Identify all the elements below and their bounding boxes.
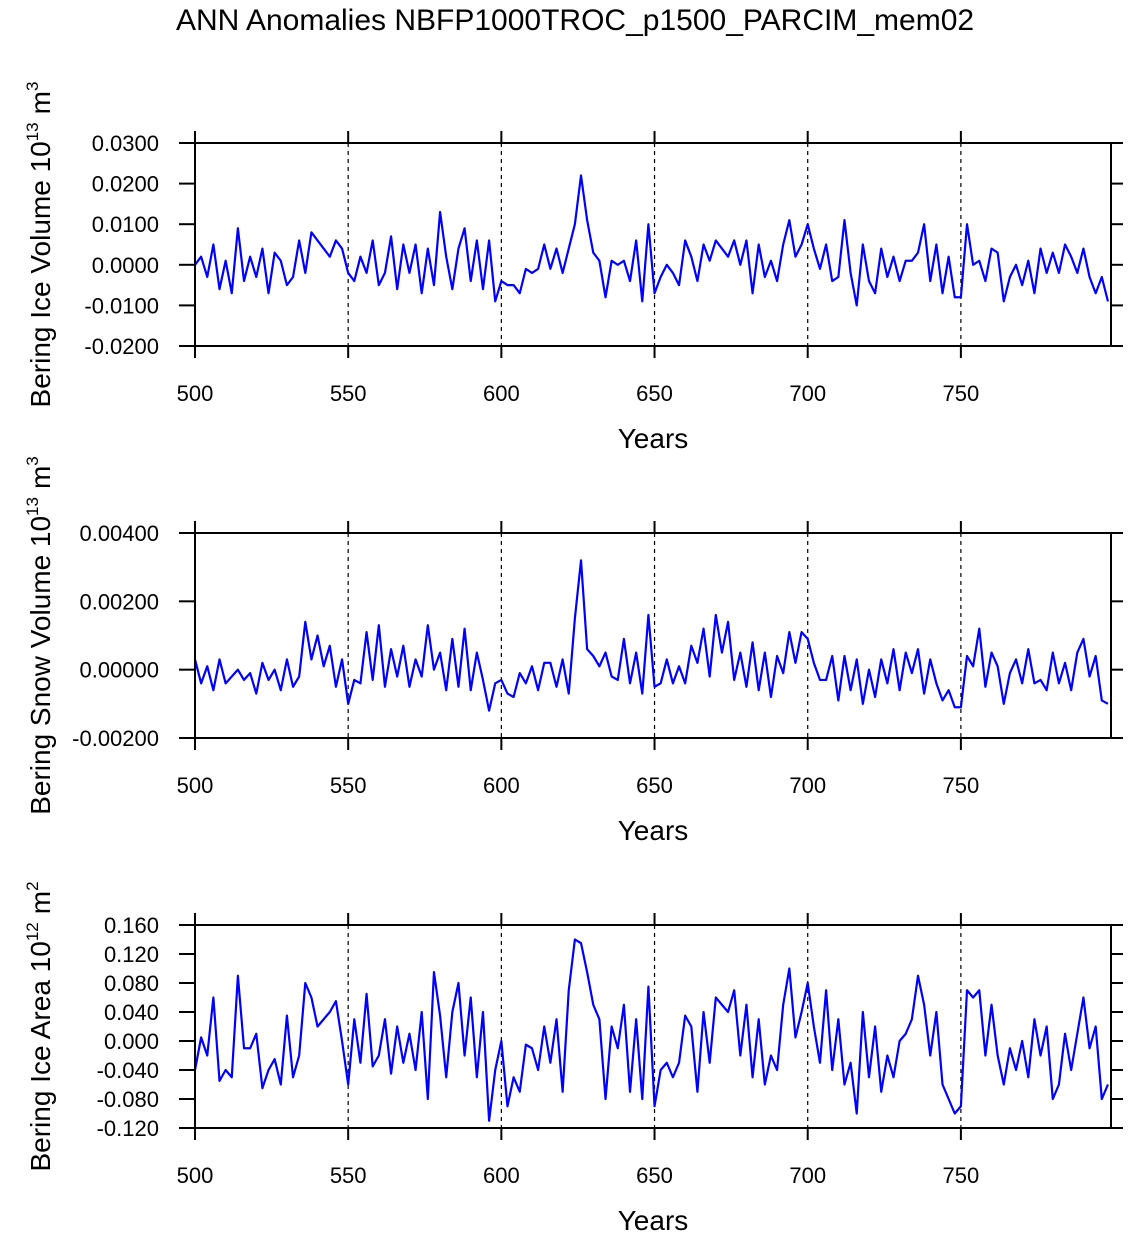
plot-frame — [194, 924, 1112, 1129]
y-tick-label: 0.080 — [104, 971, 159, 996]
plot-frame — [194, 142, 1112, 347]
y-tick-label: 0.0200 — [92, 172, 159, 197]
x-tick-label: 550 — [330, 773, 367, 798]
y-tick-label: -0.040 — [97, 1058, 159, 1083]
x-tick-label: 700 — [789, 773, 826, 798]
x-tick-label: 500 — [177, 381, 214, 406]
x-tick-label: 550 — [330, 381, 367, 406]
y-tick-label: 0.0100 — [92, 212, 159, 237]
y-tick-label: 0.040 — [104, 1000, 159, 1025]
y-tick-label: -0.0100 — [84, 293, 159, 318]
x-tick-label: 750 — [943, 1163, 980, 1188]
y-tick-label: 0.00400 — [79, 521, 159, 546]
y-axis-label: Bering Snow Volume 1013 m3 — [23, 456, 56, 815]
y-tick-label: -0.120 — [97, 1116, 159, 1141]
y-tick-label: 0.0300 — [92, 131, 159, 156]
x-tick-label: 600 — [483, 1163, 520, 1188]
y-tick-label: -0.00200 — [72, 726, 159, 751]
y-label-exponent: 3 — [23, 456, 42, 465]
x-tick-label: 700 — [789, 1163, 826, 1188]
y-label-text: m — [25, 91, 56, 114]
y-tick-label: 0.00000 — [79, 658, 159, 683]
x-tick-label: 550 — [330, 1163, 367, 1188]
y-label-text: m — [25, 891, 56, 914]
y-label-exponent: 3 — [23, 82, 42, 91]
data-line — [194, 174, 1110, 307]
x-axis-label: Years — [618, 1205, 689, 1236]
y-tick-label: 0.0000 — [92, 253, 159, 278]
x-tick-label: 500 — [177, 1163, 214, 1188]
y-tick-label: 0.00200 — [79, 589, 159, 614]
y-label-exponent: 13 — [23, 497, 42, 516]
y-label-exponent: 13 — [23, 122, 42, 141]
y-axis-label: Bering Ice Volume 1013 m3 — [23, 82, 56, 408]
y-label-exponent: 12 — [23, 922, 42, 941]
x-tick-label: 700 — [789, 381, 826, 406]
x-tick-label: 650 — [636, 381, 673, 406]
x-tick-label: 500 — [177, 773, 214, 798]
y-tick-label: 0.000 — [104, 1029, 159, 1054]
x-axis-label: Years — [618, 815, 689, 846]
y-label-exponent: 2 — [23, 881, 42, 890]
x-tick-label: 600 — [483, 773, 520, 798]
x-tick-label: 750 — [943, 381, 980, 406]
x-tick-label: 650 — [636, 1163, 673, 1188]
chart-title: ANN Anomalies NBFP1000TROC_p1500_PARCIM_… — [176, 4, 974, 37]
data-line — [193, 559, 1109, 712]
x-tick-label: 650 — [636, 773, 673, 798]
plot-frame — [194, 532, 1112, 739]
y-tick-label: -0.0200 — [84, 334, 159, 359]
data-line — [193, 938, 1109, 1122]
y-tick-label: 0.160 — [104, 913, 159, 938]
y-label-text: Bering Ice Area 10 — [25, 941, 56, 1171]
y-tick-label: -0.080 — [97, 1087, 159, 1112]
x-tick-label: 600 — [483, 381, 520, 406]
y-tick-label: 0.120 — [104, 942, 159, 967]
y-axis-label: Bering Ice Area 1012 m2 — [23, 881, 56, 1171]
x-tick-label: 750 — [943, 773, 980, 798]
y-label-text: Bering Snow Volume 10 — [25, 516, 56, 815]
x-axis-label: Years — [618, 423, 689, 454]
y-label-text: Bering Ice Volume 10 — [25, 141, 56, 407]
y-label-text: m — [25, 466, 56, 489]
